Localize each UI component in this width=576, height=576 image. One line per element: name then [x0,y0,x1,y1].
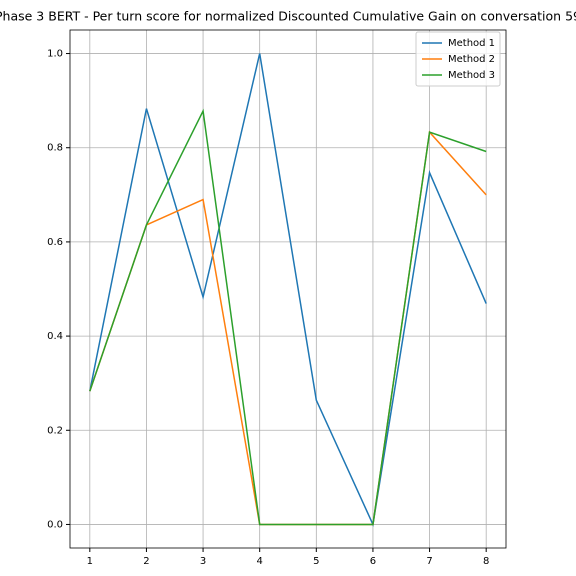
x-tick-label: 3 [200,556,206,567]
y-tick-label: 0.2 [47,425,63,436]
legend-box [415,31,501,87]
x-tick-label: 6 [370,556,376,567]
y-tick-label: 0.6 [47,237,63,248]
y-tick-label: 0.0 [47,519,63,530]
x-tick-label: 1 [87,556,93,567]
chart-title: Phase 3 BERT - Per turn score for normal… [0,9,576,24]
plot-frame [69,29,507,549]
y-tick-label: 0.4 [47,331,63,342]
x-tick-label: 8 [483,556,489,567]
y-tick-label: 0.8 [47,143,63,154]
legend-label: Method 3 [448,70,495,81]
legend-label: Method 2 [448,54,495,65]
x-tick-label: 7 [426,556,432,567]
series-line [89,108,487,526]
legend-label: Method 1 [448,38,495,49]
x-tick-label: 5 [313,556,319,567]
y-tick-label: 1.0 [47,49,63,60]
x-tick-label: 4 [257,556,263,567]
series-line [89,53,487,528]
x-tick-label: 2 [143,556,149,567]
